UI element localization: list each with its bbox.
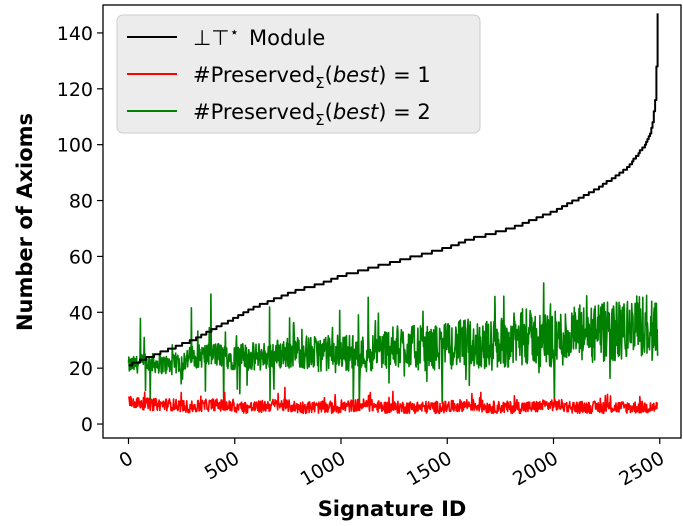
legend: ⊥⊤⋆ Module #PreservedΣ(best) = 1 #Preserv… xyxy=(116,14,481,134)
legend-module-word: Module xyxy=(249,26,325,50)
legend-box xyxy=(116,14,481,134)
legend-preserved-2-sub: Σ xyxy=(315,111,324,129)
y-tick-label-5: 100 xyxy=(57,135,93,157)
series-line-0 xyxy=(128,13,659,367)
legend-preserved-1-open: ( xyxy=(325,63,333,87)
y-axis-ticks: 0 20 40 60 80 100 120 140 xyxy=(57,23,103,436)
series-layer xyxy=(127,13,659,415)
legend-preserved-1-sub: Σ xyxy=(315,74,324,92)
legend-preserved-1-prefix: #Preserved xyxy=(193,63,315,87)
legend-preserved-2-arg: best xyxy=(333,100,379,124)
legend-preserved-1-arg: best xyxy=(333,63,379,87)
legend-preserved-2-open: ( xyxy=(325,100,333,124)
y-tick-label-4: 80 xyxy=(69,191,93,213)
y-tick-label-7: 140 xyxy=(57,23,93,45)
y-tick-label-3: 60 xyxy=(69,246,93,268)
plot-frame xyxy=(102,4,682,439)
x-axis-label: Signature ID xyxy=(318,497,467,521)
legend-preserved-1-eq: ) = 1 xyxy=(378,63,431,87)
y-axis-label: Number of Axioms xyxy=(13,113,37,331)
series-line-1 xyxy=(128,386,659,415)
series-0 xyxy=(128,13,659,367)
y-tick-label-0: 0 xyxy=(81,414,93,436)
legend-label-module: ⊥⊤⋆ Module xyxy=(193,23,325,50)
legend-label-preserved-2: #PreservedΣ(best) = 2 xyxy=(193,100,431,129)
legend-preserved-2-prefix: #Preserved xyxy=(193,100,315,124)
legend-module-star: ⋆ xyxy=(230,23,239,41)
legend-label-preserved-1: #PreservedΣ(best) = 1 xyxy=(193,63,431,92)
series-2 xyxy=(127,282,659,411)
y-tick-label-1: 20 xyxy=(69,358,93,380)
y-tick-label-6: 120 xyxy=(57,79,93,101)
series-line-2 xyxy=(127,282,659,411)
series-1 xyxy=(128,386,659,415)
y-tick-label-2: 40 xyxy=(69,302,93,324)
legend-preserved-2-eq: ) = 2 xyxy=(378,100,431,124)
legend-module-symbols: ⊥⊤ xyxy=(193,26,230,50)
